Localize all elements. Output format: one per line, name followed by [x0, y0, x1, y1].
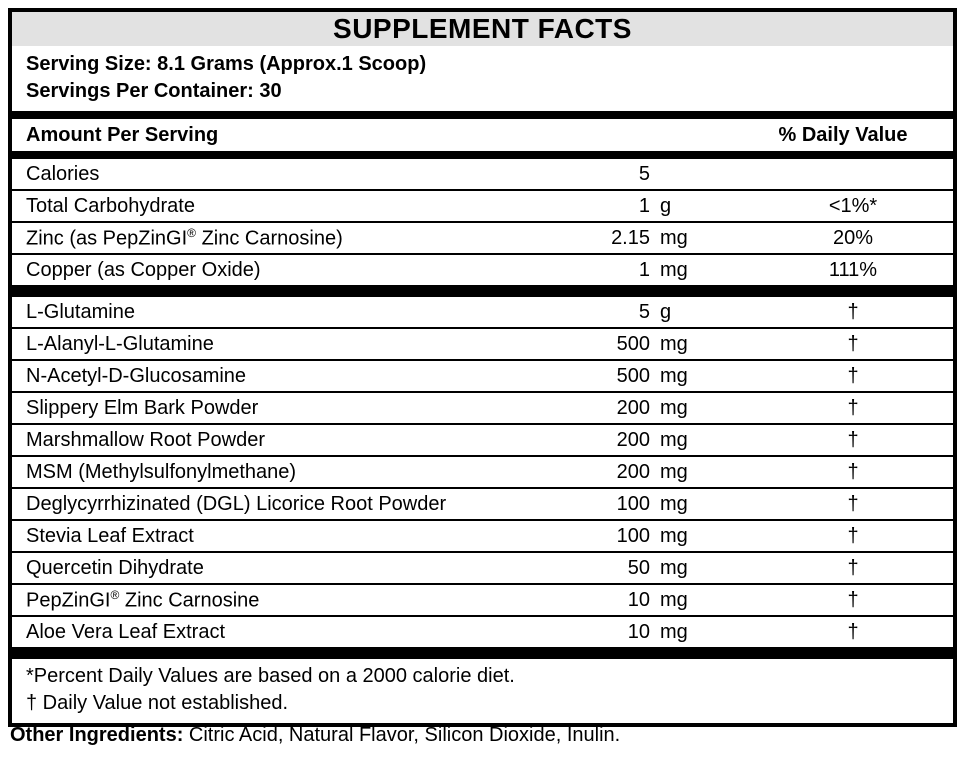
unit-value: g	[660, 300, 672, 323]
label-title: SUPPLEMENT FACTS	[12, 12, 953, 46]
ingredient-name: Copper (as Copper Oxide)	[26, 258, 261, 281]
footnote-daily-value-not-established: † Daily Value not established.	[26, 692, 289, 714]
registered-trademark-symbol: ®	[110, 587, 120, 602]
amount-value: 200	[616, 396, 650, 419]
unit-value: mg	[660, 556, 688, 579]
ingredient-name: PepZinGI® Zinc Carnosine	[26, 587, 260, 612]
amount-value: 5	[638, 162, 650, 185]
amount-value: 200	[616, 460, 650, 483]
daily-value: 111%	[828, 258, 878, 281]
amount-value: 50	[627, 556, 650, 579]
other-ingredients-label: Other Ingredients:	[10, 724, 184, 746]
amount-value: 100	[616, 492, 650, 515]
daily-value: <1%*	[828, 194, 878, 217]
table-row: PepZinGI® Zinc Carnosine 10 mg †	[12, 583, 953, 615]
amount-value: 200	[616, 428, 650, 451]
unit-value: mg	[660, 428, 688, 451]
servings-per-container-line: Servings Per Container: 30	[26, 80, 282, 102]
ingredient-name: MSM (Methylsulfonylmethane)	[26, 460, 297, 483]
amount-per-serving-header: Amount Per Serving	[26, 123, 219, 146]
unit-value: mg	[660, 460, 688, 483]
ingredient-name: Aloe Vera Leaf Extract	[26, 620, 226, 643]
ingredient-name: Marshmallow Root Powder	[26, 428, 265, 451]
thick-divider	[12, 151, 953, 159]
unit-value: mg	[660, 226, 688, 249]
amount-value: 5	[638, 300, 650, 323]
unit-value: g	[660, 194, 672, 217]
unit-value: mg	[660, 332, 688, 355]
unit-value: mg	[660, 620, 688, 643]
daily-value: †	[847, 332, 859, 355]
ingredient-name: Slippery Elm Bark Powder	[26, 396, 259, 419]
table-row: Slippery Elm Bark Powder 200 mg †	[12, 391, 953, 423]
ingredient-name: L-Alanyl-L-Glutamine	[26, 332, 214, 355]
table-row: L-Alanyl-L-Glutamine 500 mg †	[12, 327, 953, 359]
ingredient-name: Deglycyrrhizinated (DGL) Licorice Root P…	[26, 492, 447, 515]
ingredient-name: Zinc (as PepZinGI® Zinc Carnosine)	[26, 225, 343, 250]
unit-value: mg	[660, 396, 688, 419]
ingredient-name: Calories	[26, 162, 100, 185]
unit-value: mg	[660, 588, 688, 611]
table-row: Quercetin Dihydrate 50 mg †	[12, 551, 953, 583]
other-ingredients-text: Citric Acid, Natural Flavor, Silicon Dio…	[183, 724, 621, 746]
table-row: Stevia Leaf Extract 100 mg †	[12, 519, 953, 551]
amount-value: 10	[627, 620, 650, 643]
thick-divider	[12, 111, 953, 119]
daily-value: †	[847, 396, 859, 419]
table-row: MSM (Methylsulfonylmethane) 200 mg †	[12, 455, 953, 487]
amount-value: 500	[616, 332, 650, 355]
daily-value: †	[847, 524, 859, 547]
footnotes: *Percent Daily Values are based on a 200…	[12, 659, 953, 723]
daily-value: †	[847, 556, 859, 579]
table-row: L-Glutamine 5 g †	[12, 297, 953, 327]
serving-info: Serving Size: 8.1 Grams (Approx.1 Scoop)…	[12, 46, 953, 111]
other-ingredients-line: Other Ingredients: Citric Acid, Natural …	[10, 722, 620, 749]
unit-value: mg	[660, 258, 688, 281]
nutrient-rows-section: Calories 5 Total Carbohydrate 1 g <1%* Zinc (a…	[12, 159, 953, 285]
amount-value: 2.15	[611, 226, 650, 249]
daily-value: †	[847, 492, 859, 515]
ingredient-rows-section: L-Glutamine 5 g † L-Alanyl-L-Glutamine 500 mg †…	[12, 297, 953, 647]
daily-value: †	[847, 460, 859, 483]
amount-value: 500	[616, 364, 650, 387]
daily-value: †	[847, 428, 859, 451]
table-row: Deglycyrrhizinated (DGL) Licorice Root P…	[12, 487, 953, 519]
ingredient-name: L-Glutamine	[26, 300, 135, 323]
unit-value: mg	[660, 492, 688, 515]
ingredient-name: Quercetin Dihydrate	[26, 556, 204, 579]
footnote-percent-daily-value: *Percent Daily Values are based on a 200…	[26, 665, 515, 687]
unit-value: mg	[660, 524, 688, 547]
table-row: Aloe Vera Leaf Extract 10 mg †	[12, 615, 953, 647]
thick-divider	[12, 285, 953, 297]
ingredient-name: Total Carbohydrate	[26, 194, 195, 217]
table-row: Copper (as Copper Oxide) 1 mg 111%	[12, 253, 953, 285]
table-row: Marshmallow Root Powder 200 mg †	[12, 423, 953, 455]
serving-size-line: Serving Size: 8.1 Grams (Approx.1 Scoop)	[26, 53, 427, 75]
thick-divider	[12, 647, 953, 659]
amount-value: 1	[638, 194, 650, 217]
daily-value: †	[847, 588, 859, 611]
table-row: Total Carbohydrate 1 g <1%*	[12, 189, 953, 221]
daily-value-header: % Daily Value	[778, 123, 908, 146]
daily-value: †	[847, 364, 859, 387]
table-header-row: Amount Per Serving % Daily Value	[12, 119, 953, 151]
table-row: N-Acetyl-D-Glucosamine 500 mg †	[12, 359, 953, 391]
unit-value: mg	[660, 364, 688, 387]
ingredient-name: N-Acetyl-D-Glucosamine	[26, 364, 247, 387]
amount-value: 100	[616, 524, 650, 547]
ingredient-name: Stevia Leaf Extract	[26, 524, 194, 547]
daily-value: †	[847, 620, 859, 643]
registered-trademark-symbol: ®	[187, 225, 197, 240]
table-row: Zinc (as PepZinGI® Zinc Carnosine) 2.15 mg…	[12, 221, 953, 253]
amount-value: 10	[627, 588, 650, 611]
supplement-facts-label: SUPPLEMENT FACTS Serving Size: 8.1 Grams…	[8, 8, 957, 727]
amount-value: 1	[638, 258, 650, 281]
table-row: Calories 5	[12, 159, 953, 189]
daily-value: 20%	[832, 226, 874, 249]
daily-value: †	[847, 300, 859, 323]
